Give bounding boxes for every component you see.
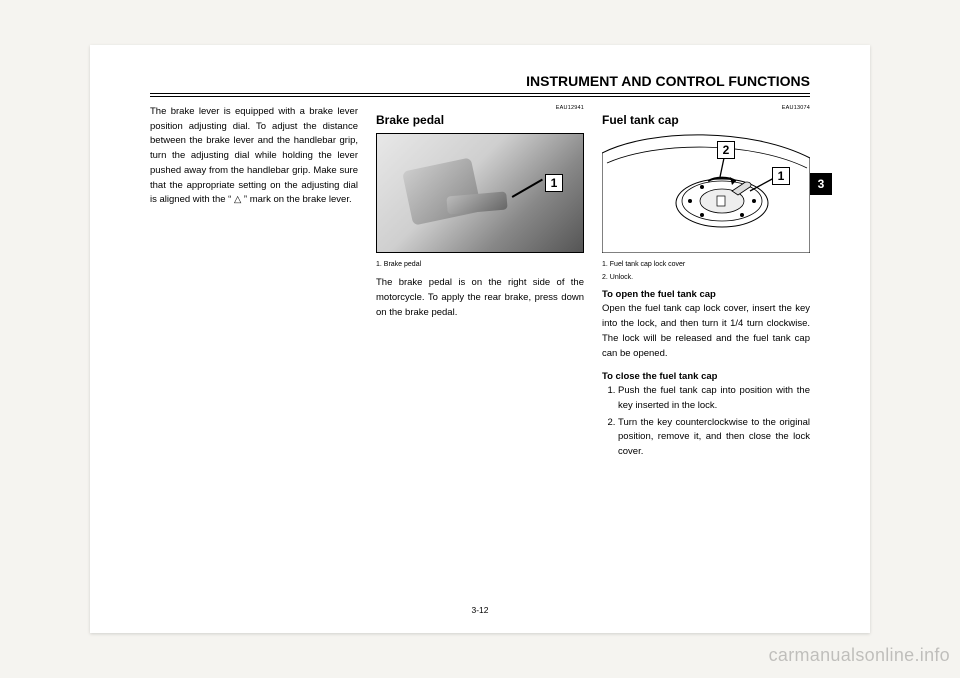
- callout-1b-box: 1: [772, 167, 790, 185]
- callout-2-box: 2: [717, 141, 735, 159]
- close-step-1: Push the fuel tank cap into position wit…: [618, 384, 810, 413]
- brake-pedal-photo: 1: [376, 133, 584, 253]
- content-columns: The brake lever is equipped with a brake…: [150, 105, 810, 593]
- header-rule-thick: [150, 93, 810, 94]
- col3-caption-1: 1. Fuel tank cap lock cover: [602, 259, 810, 270]
- callout-1-box: 1: [545, 174, 563, 192]
- chapter-tab: 3: [810, 173, 832, 195]
- page-header: INSTRUMENT AND CONTROL FUNCTIONS: [526, 73, 810, 89]
- col2-caption: 1. Brake pedal: [376, 259, 584, 270]
- close-step-2: Turn the key counterclockwise to the ori…: [618, 416, 810, 460]
- watermark: carmanualsonline.info: [769, 645, 950, 666]
- col2-body: The brake pedal is on the right side of …: [376, 276, 584, 320]
- col3-caption-2: 2. Unlock.: [602, 272, 810, 283]
- callout-1-label: 1: [551, 176, 558, 190]
- col2-title: Brake pedal: [376, 113, 584, 127]
- column-2: EAU12941 Brake pedal 1 1. Brake pedal Th…: [376, 105, 584, 593]
- header-rule-thin: [150, 96, 810, 97]
- col1-body: The brake lever is equipped with a brake…: [150, 105, 358, 208]
- col3-title: Fuel tank cap: [602, 113, 810, 127]
- fuel-cap-svg: [602, 133, 810, 253]
- open-body: Open the fuel tank cap lock cover, inser…: [602, 302, 810, 361]
- close-steps: Push the fuel tank cap into position wit…: [602, 384, 810, 460]
- close-heading: To close the fuel tank cap: [602, 371, 810, 382]
- col2-eau-code: EAU12941: [376, 105, 584, 111]
- callout-2-label: 2: [723, 143, 730, 157]
- callout-1b-label: 1: [778, 169, 785, 183]
- col3-eau-code: EAU13074: [602, 105, 810, 111]
- fuel-cap-drawing: 2 1: [602, 133, 810, 253]
- column-3: EAU13074 Fuel tank cap: [602, 105, 810, 593]
- column-1: The brake lever is equipped with a brake…: [150, 105, 358, 593]
- open-heading: To open the fuel tank cap: [602, 289, 810, 300]
- page: INSTRUMENT AND CONTROL FUNCTIONS The bra…: [90, 45, 870, 633]
- page-number: 3-12: [90, 605, 870, 615]
- chapter-tab-label: 3: [818, 177, 825, 191]
